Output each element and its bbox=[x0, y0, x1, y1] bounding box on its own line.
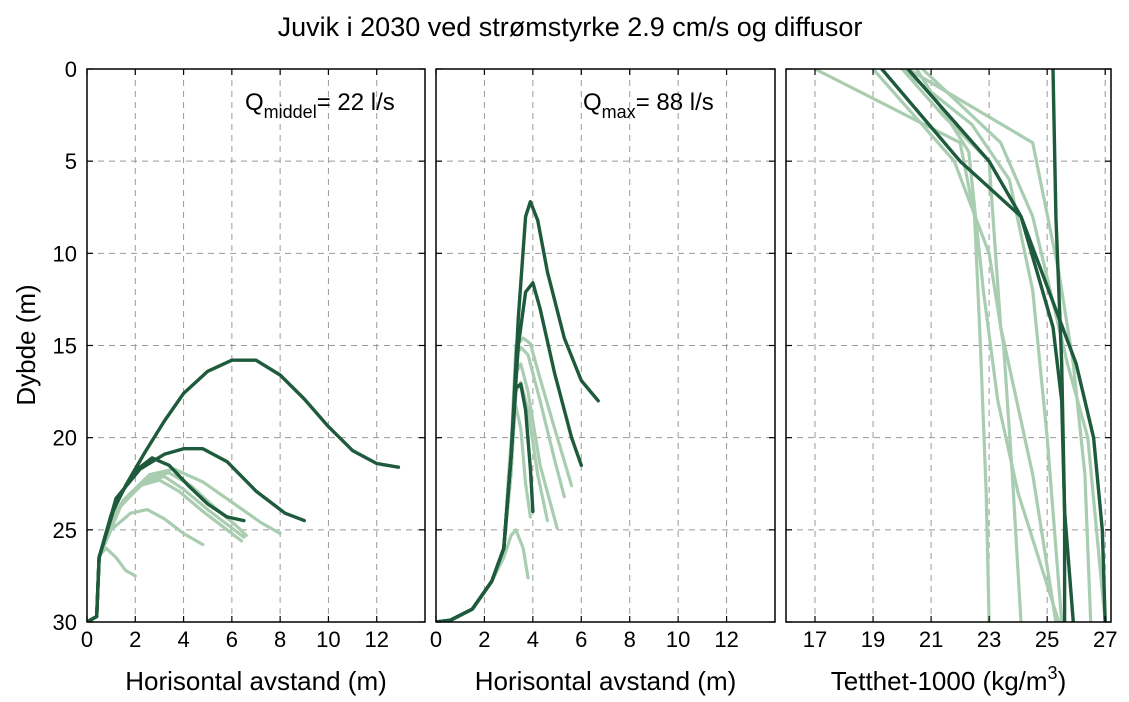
annotation-subscript: max bbox=[602, 102, 636, 122]
x-tick-label: 2 bbox=[478, 627, 490, 652]
x-axis-title: Horisontal avstand (m) bbox=[125, 666, 387, 696]
x-tick-label: 21 bbox=[919, 627, 943, 652]
series-line-light-5 bbox=[436, 336, 574, 622]
y-tick-label: 10 bbox=[53, 241, 77, 266]
y-tick-label: 25 bbox=[53, 518, 77, 543]
x-tick-label: 12 bbox=[714, 627, 738, 652]
series-line-light-1 bbox=[87, 508, 205, 622]
series-line-light-1 bbox=[436, 404, 533, 622]
series-line-dark-7 bbox=[436, 281, 583, 622]
flow-annotation: Qmax= 88 l/s bbox=[583, 89, 714, 122]
series-line-dark-8 bbox=[87, 358, 401, 622]
series-line-light-3 bbox=[914, 69, 1061, 622]
series-line-dark-8 bbox=[906, 69, 1107, 622]
series-line-dark-8 bbox=[436, 199, 600, 622]
x-tick-label: 25 bbox=[1035, 627, 1059, 652]
panel-max: 0 2 4 6 8 10 12 Horisontal avstand (m) Qmax= 88 … bbox=[430, 68, 776, 696]
annotation-subscript: middel bbox=[264, 102, 317, 122]
x-axis-title: Tetthet-1000 (kg/m3) bbox=[831, 663, 1066, 696]
x-tick-label: 0 bbox=[430, 627, 442, 652]
x-tick-label: 4 bbox=[527, 627, 539, 652]
panel-density: 17 19 21 23 25 27 Tetthet-1000 (kg/m3) bbox=[785, 68, 1117, 696]
x-tick-label: 23 bbox=[977, 627, 1001, 652]
y-tick-label: 0 bbox=[65, 57, 77, 82]
y-tick-label: 30 bbox=[53, 610, 77, 635]
x-tick-label: 8 bbox=[624, 627, 636, 652]
series-line-light-4 bbox=[900, 69, 1064, 622]
series-line-light-3 bbox=[87, 474, 246, 622]
series-line-light-0 bbox=[87, 546, 137, 622]
x-tick-label: 10 bbox=[316, 627, 340, 652]
x-axis-title-superscript: 3 bbox=[1048, 663, 1058, 683]
y-tick-label: 20 bbox=[53, 426, 77, 451]
x-axis-title-suffix: ) bbox=[1058, 666, 1067, 696]
flow-annotation: Qmiddel= 22 l/s bbox=[245, 89, 395, 122]
series-line-light-2 bbox=[900, 69, 1058, 622]
y-tick-label: 15 bbox=[53, 334, 77, 359]
x-tick-label: 17 bbox=[803, 627, 827, 652]
x-tick-label: 10 bbox=[666, 627, 690, 652]
x-axis-title: Horisontal avstand (m) bbox=[475, 666, 737, 696]
series-line-light-1 bbox=[871, 69, 1023, 622]
x-tick-label: 6 bbox=[226, 627, 238, 652]
series-line-light-5 bbox=[906, 69, 1093, 622]
x-tick-label: 27 bbox=[1093, 627, 1117, 652]
chart-title: Juvik i 2030 ved strømstyrke 2.9 cm/s og… bbox=[278, 12, 863, 42]
x-tick-label: 4 bbox=[177, 627, 189, 652]
annotation-value: = 22 l/s bbox=[317, 89, 395, 116]
x-tick-label: 8 bbox=[274, 627, 286, 652]
series-line-light-0 bbox=[436, 528, 530, 622]
series-line-dark-7 bbox=[87, 447, 306, 622]
x-tick-label: 19 bbox=[861, 627, 885, 652]
x-tick-label: 6 bbox=[575, 627, 587, 652]
panel-middel: 0 2 4 6 8 10 12 0 5 10 15 20 25 30 Horisontal avstand … bbox=[53, 57, 426, 696]
annotation-symbol: Q bbox=[245, 89, 264, 116]
annotation-symbol: Q bbox=[583, 89, 602, 116]
x-tick-label: 2 bbox=[129, 627, 141, 652]
y-axis-title: Dybde (m) bbox=[11, 284, 41, 405]
annotation-value: = 88 l/s bbox=[636, 89, 714, 116]
series-line-dark-9 bbox=[1051, 69, 1067, 622]
y-tick-label: 5 bbox=[65, 149, 77, 174]
x-tick-label: 0 bbox=[81, 627, 93, 652]
x-tick-label: 12 bbox=[364, 627, 388, 652]
